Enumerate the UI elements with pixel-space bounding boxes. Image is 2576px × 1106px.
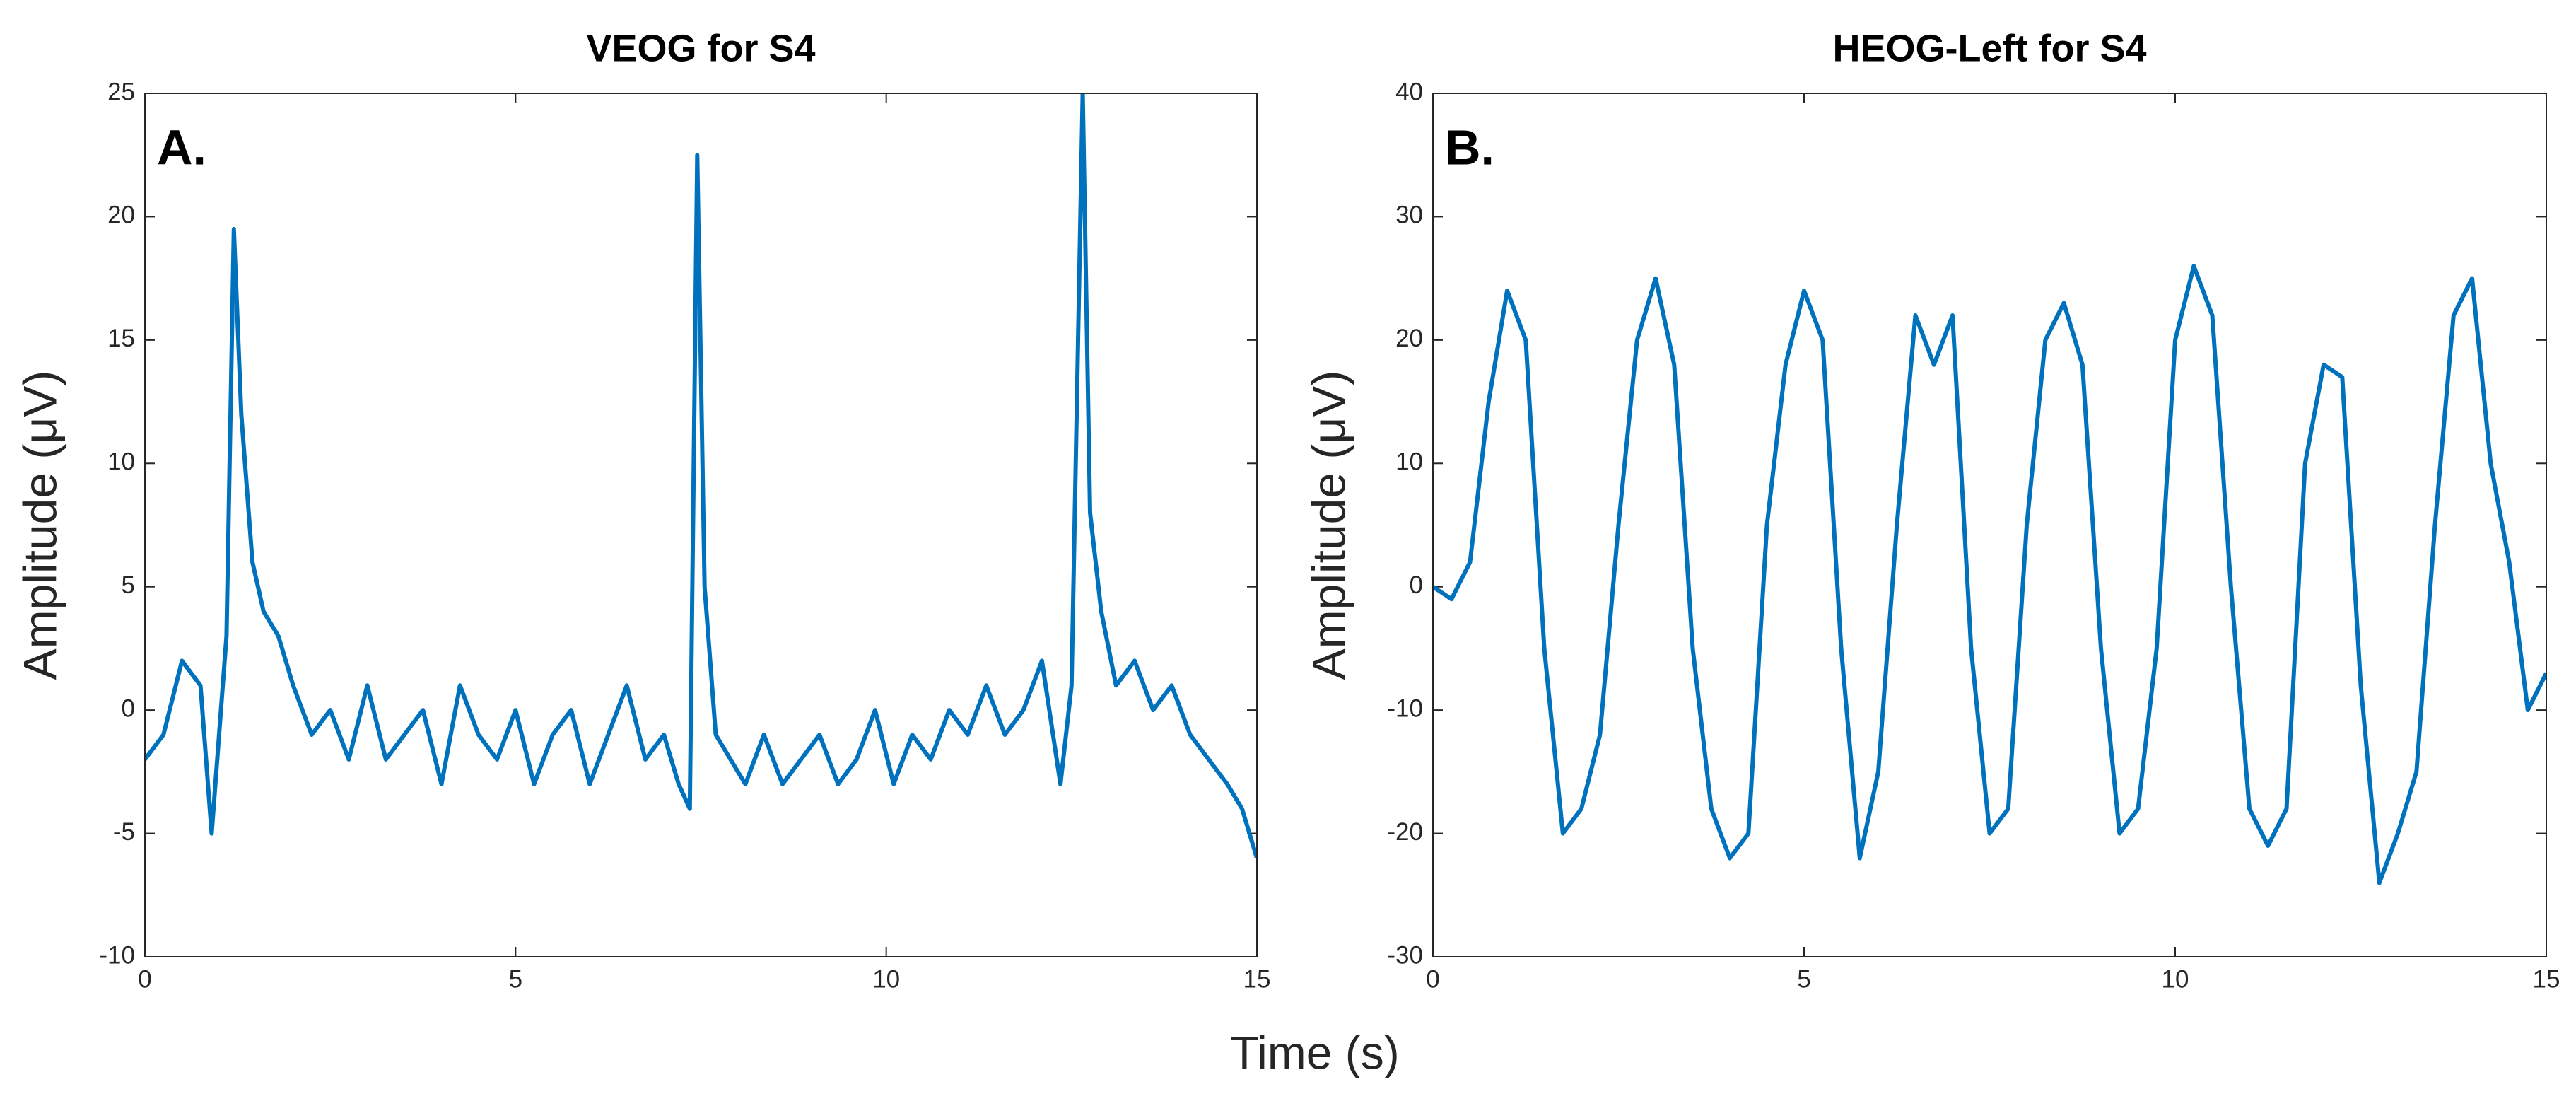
y-tick-label: 30 (1395, 202, 1423, 229)
panel-label: B. (1445, 120, 1494, 175)
chart-title: VEOG for S4 (586, 27, 815, 69)
x-tick-label: 10 (2162, 965, 2189, 993)
x-tick-label: 5 (509, 965, 522, 993)
y-tick-label: -10 (1387, 694, 1423, 722)
x-tick-label: 0 (1426, 965, 1439, 993)
panel-label: A. (157, 120, 206, 175)
axes-box (144, 93, 1258, 957)
y-tick-label: 15 (107, 325, 135, 352)
x-tick-label: 15 (1243, 965, 1271, 993)
y-tick-label: 10 (107, 448, 135, 476)
y-tick-label: 40 (1395, 78, 1423, 105)
y-tick-label: 25 (107, 78, 135, 105)
plot-area (145, 93, 1257, 957)
y-tick-label: -20 (1387, 818, 1423, 846)
axes-box (1432, 93, 2547, 957)
y-tick-label: -30 (1387, 941, 1423, 969)
x-tick-label: 0 (138, 965, 151, 993)
y-tick-label: -5 (113, 818, 135, 846)
x-tick-label: 15 (2533, 965, 2560, 993)
y-axis-label: Amplitude (μV) (1302, 371, 1354, 680)
x-axis-label: Time (s) (1230, 1026, 1400, 1078)
y-tick-label: 0 (1410, 571, 1423, 599)
y-tick-label: 0 (122, 694, 135, 722)
x-tick-label: 10 (872, 965, 900, 993)
signal-line (1433, 264, 2546, 885)
y-tick-label: -10 (99, 941, 135, 969)
y-axis-label: Amplitude (μV) (13, 371, 66, 680)
y-tick-label: 5 (122, 571, 135, 599)
signal-line (145, 93, 1257, 859)
y-tick-label: 20 (1395, 325, 1423, 352)
y-tick-label: 20 (107, 202, 135, 229)
chart-title: HEOG-Left for S4 (1832, 27, 2146, 69)
y-tick-label: 10 (1395, 448, 1423, 476)
x-tick-label: 5 (1797, 965, 1810, 993)
